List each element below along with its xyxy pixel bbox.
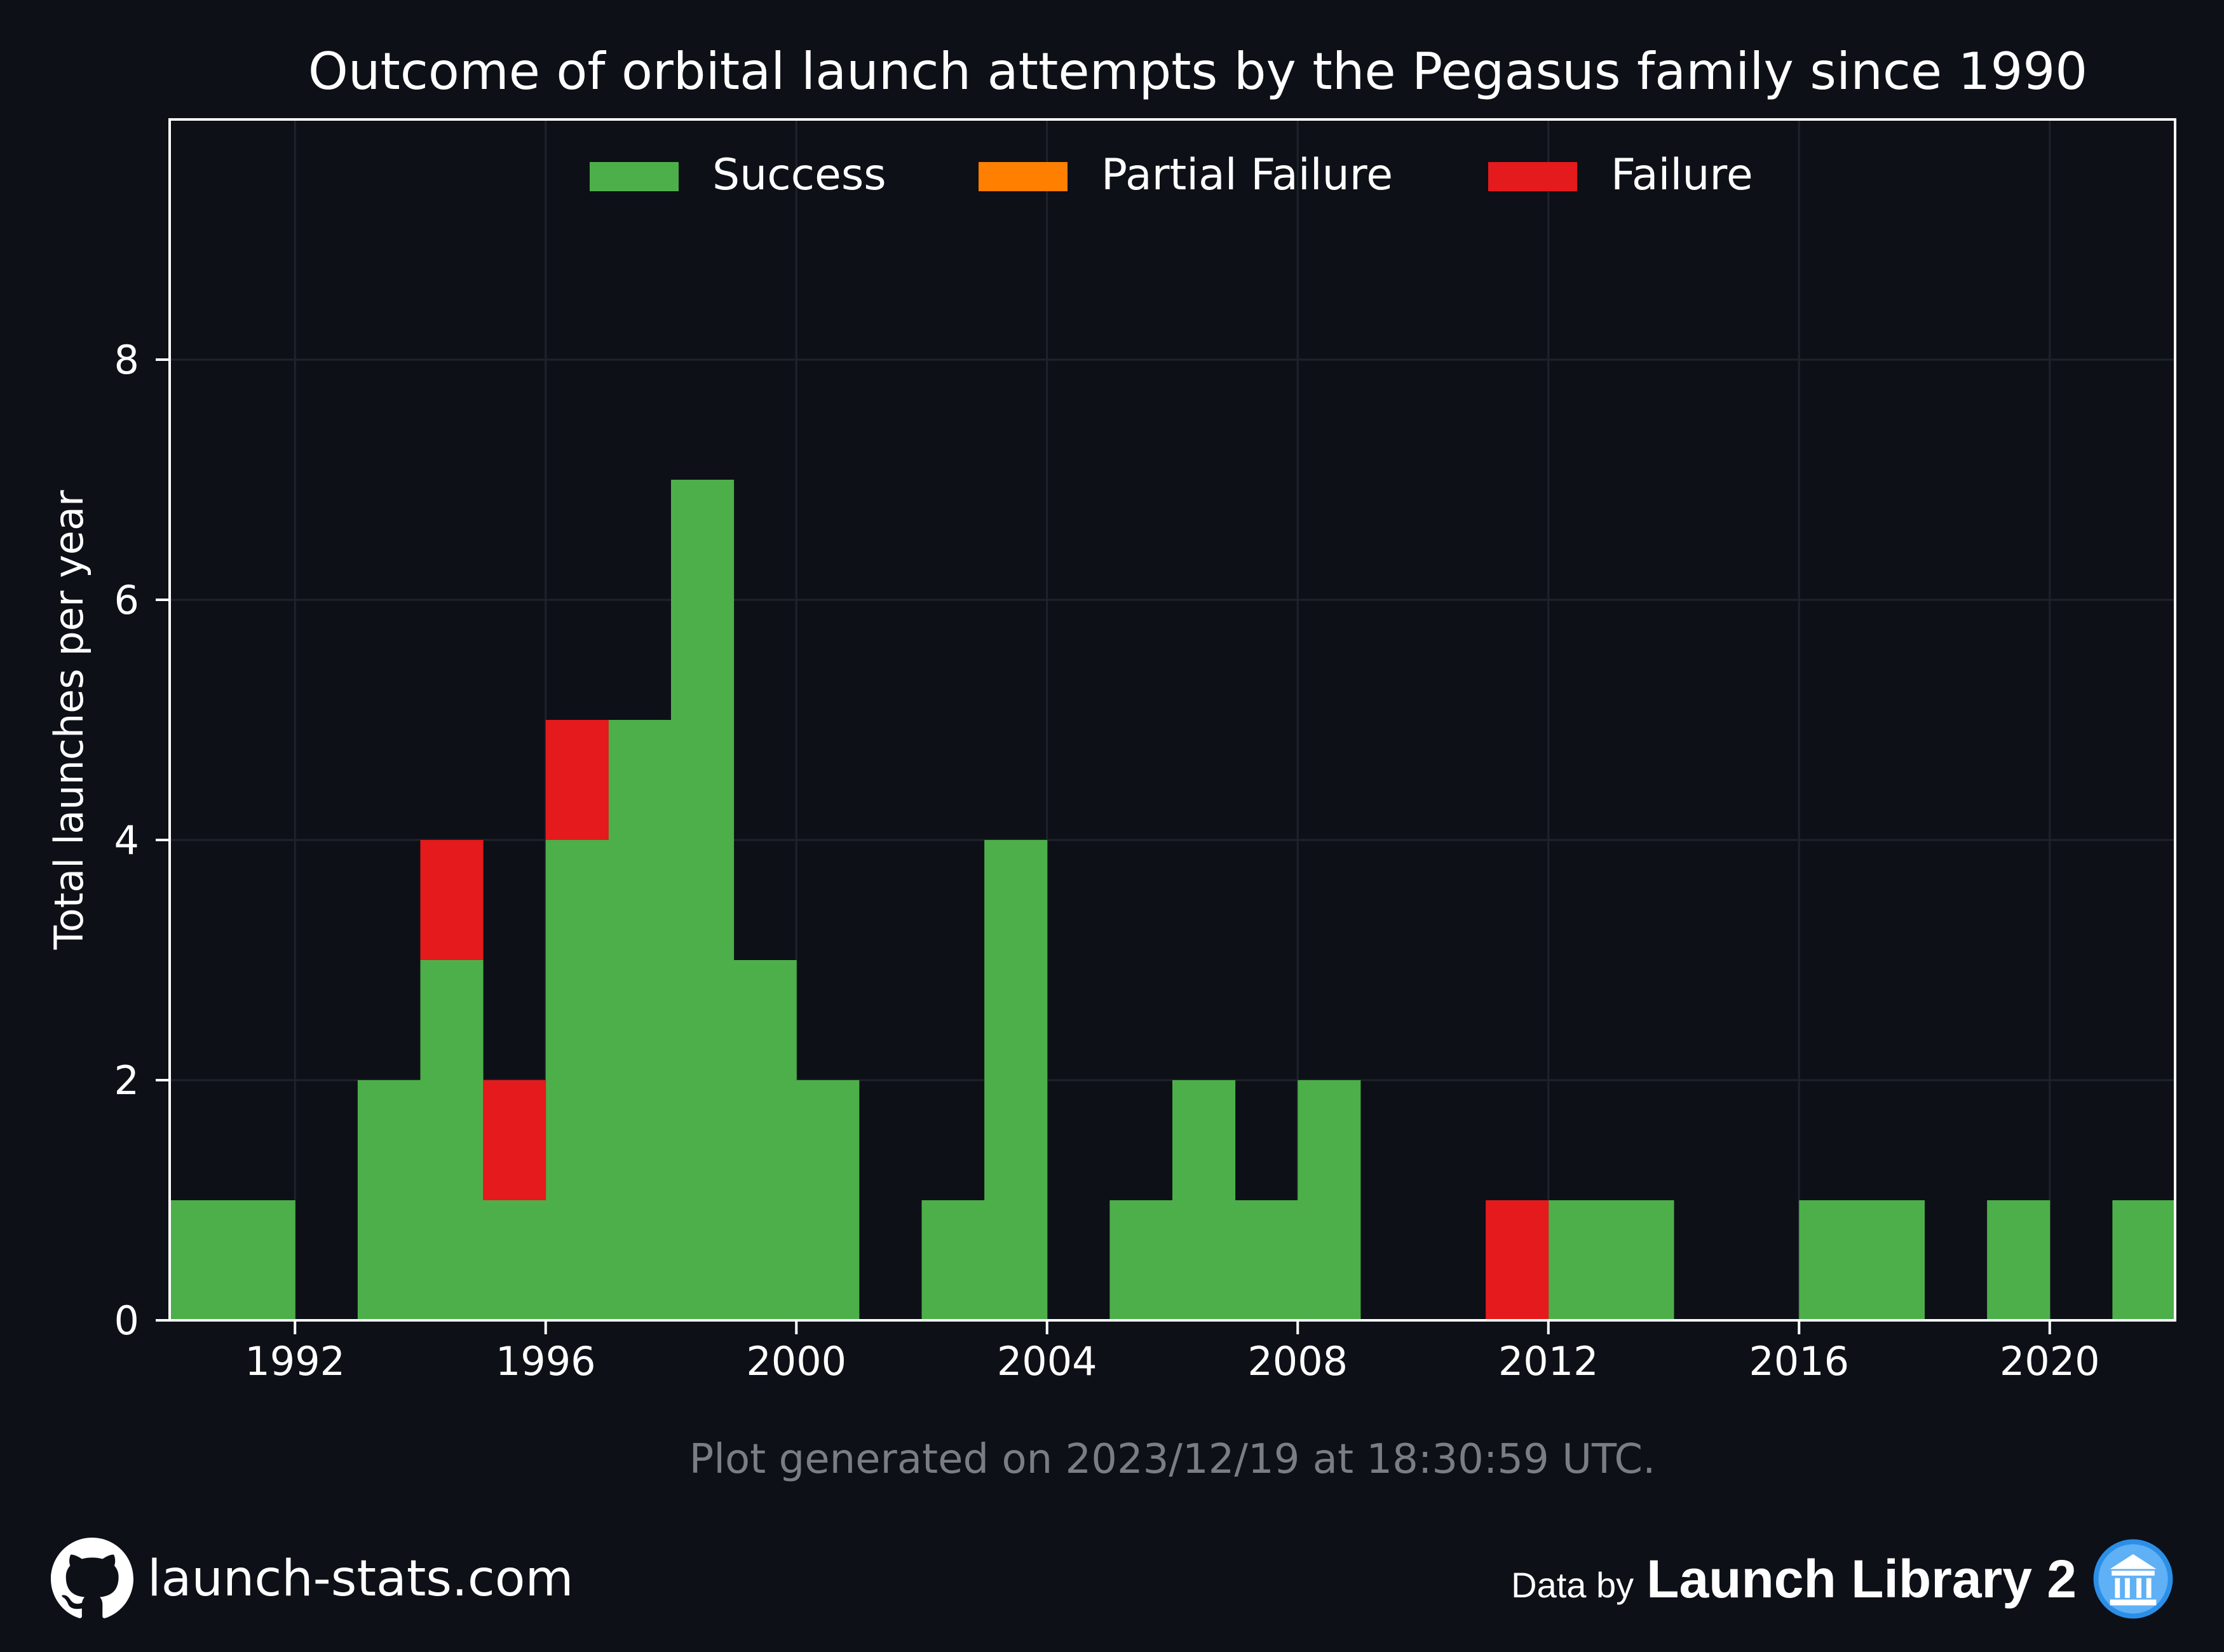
- bar-success: [1109, 1200, 1173, 1320]
- data-credit[interactable]: Data by Launch Library 2: [1511, 1534, 2174, 1623]
- bar-success: [2112, 1200, 2176, 1320]
- launch-library-icon: [2093, 1539, 2173, 1619]
- chart-title: Outcome of orbital launch attempts by th…: [308, 42, 2087, 101]
- bar-success: [420, 960, 484, 1320]
- x-tick-label: 2012: [1498, 1338, 1599, 1385]
- bar-success: [1172, 1080, 1236, 1320]
- bar-success: [608, 720, 672, 1320]
- bar-success: [984, 840, 1048, 1320]
- y-tick-label: 0: [114, 1297, 139, 1344]
- bar-failure: [420, 840, 484, 960]
- bar-success: [1987, 1200, 2051, 1320]
- legend-swatch: [590, 162, 679, 191]
- legend-label: Success: [712, 150, 886, 200]
- bar-success: [733, 960, 797, 1320]
- bar-success: [671, 480, 735, 1320]
- x-tick-label: 2020: [2000, 1338, 2100, 1385]
- bar-success: [170, 1200, 233, 1320]
- y-tick-label: 6: [114, 577, 139, 623]
- y-tick-label: 2: [114, 1057, 139, 1104]
- y-tick-label: 8: [114, 337, 139, 383]
- plot-frame: [168, 118, 2176, 1322]
- bar-success: [232, 1200, 295, 1320]
- site-url: launch-stats.com: [147, 1550, 574, 1608]
- y-tick-label: 4: [114, 817, 139, 863]
- bar-success: [1548, 1200, 1611, 1320]
- bar-success: [1235, 1200, 1298, 1320]
- bar-success: [357, 1080, 421, 1320]
- bar-success: [1799, 1200, 1862, 1320]
- bar-success: [545, 840, 609, 1320]
- bar-success: [921, 1200, 985, 1320]
- x-tick-label: 2016: [1749, 1338, 1849, 1385]
- bar-failure: [545, 720, 609, 840]
- legend-swatch: [1488, 162, 1577, 191]
- bar-success: [796, 1080, 860, 1320]
- bar-failure: [1486, 1200, 1549, 1320]
- x-tick-label: 2000: [746, 1338, 846, 1385]
- data-source-name: Launch Library 2: [1646, 1548, 2077, 1609]
- bar-success: [1611, 1200, 1674, 1320]
- legend-label: Failure: [1611, 150, 1753, 200]
- bar-success: [483, 1200, 546, 1320]
- x-tick-label: 2004: [997, 1338, 1097, 1385]
- bar-failure: [483, 1080, 546, 1200]
- legend-label: Partial Failure: [1101, 150, 1393, 200]
- data-credit-prefix: Data by: [1511, 1564, 1634, 1605]
- generation-note: Plot generated on 2023/12/19 at 18:30:59…: [689, 1436, 1656, 1483]
- x-tick-label: 1992: [245, 1338, 345, 1385]
- github-icon: [51, 1538, 133, 1618]
- x-tick-label: 2008: [1247, 1338, 1348, 1385]
- y-axis-label: Total launches per year: [46, 490, 92, 950]
- bar-success: [1861, 1200, 1925, 1320]
- bar-success: [1298, 1080, 1361, 1320]
- legend-swatch: [979, 162, 1068, 191]
- x-tick-label: 1996: [496, 1338, 596, 1385]
- site-credit[interactable]: launch-stats.com: [51, 1538, 573, 1620]
